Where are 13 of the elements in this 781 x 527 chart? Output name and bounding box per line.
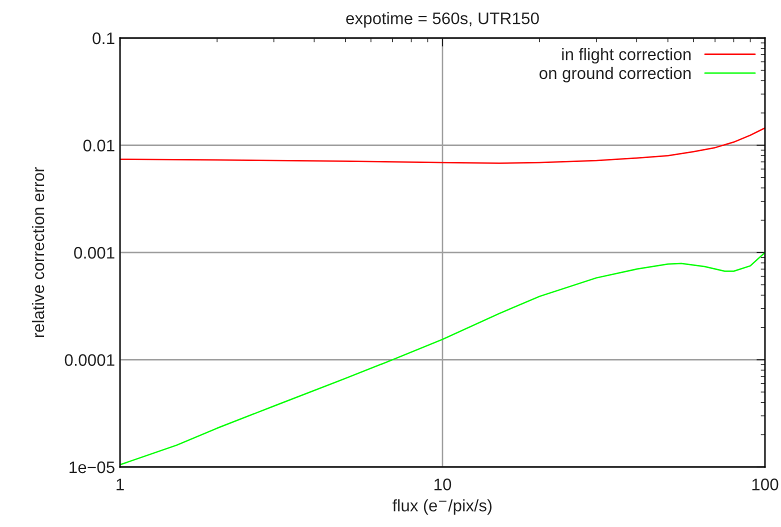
- y-axis-title: relative correction error: [32, 167, 44, 338]
- x-tick-label: 10: [434, 478, 452, 490]
- y-tick-label: 0.001: [74, 246, 114, 259]
- y-tick-label: 1e−05: [70, 461, 114, 474]
- y-tick-label: 0.01: [83, 140, 114, 152]
- x-tick-label: 100: [752, 478, 778, 490]
- chart-title: expotime = 560s, UTR150: [346, 12, 539, 28]
- legend-label: in flight correction: [562, 48, 691, 64]
- legend-label: on ground correction: [540, 66, 691, 82]
- x-tick-label: 1: [116, 478, 124, 490]
- y-tick-label: 0.1: [92, 32, 114, 44]
- y-tick-label: 0.0001: [64, 354, 114, 366]
- x-axis-title: flux (e$^{−}$/pix/s): [392, 499, 492, 515]
